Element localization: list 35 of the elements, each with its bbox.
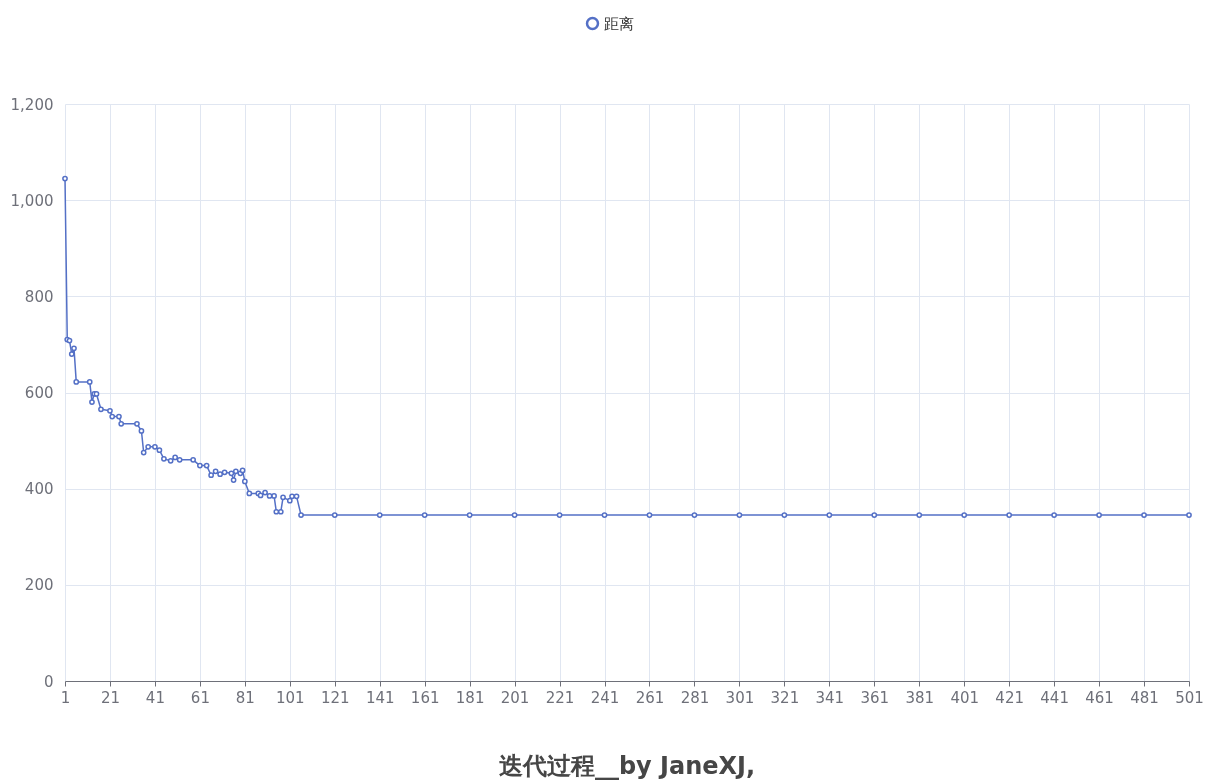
y-tick-label: 600 xyxy=(24,384,54,402)
x-tick-label: 301 xyxy=(725,688,755,707)
text: 迭代过程__by JaneXJ, xyxy=(498,752,756,780)
x-tick-label: 41 xyxy=(145,688,165,707)
y-tick-label: 800 xyxy=(24,287,54,306)
x-tick-label: 401 xyxy=(950,688,980,707)
x-tick-label: 61 xyxy=(190,688,210,707)
x-tick-label: 141 xyxy=(365,688,395,707)
x-tick-label: 481 xyxy=(1130,688,1159,707)
legend-label: 距离 xyxy=(604,14,634,33)
x-tick-label: 421 xyxy=(995,688,1024,707)
y-tick-label: 0 xyxy=(43,672,54,691)
x-tick-label: 341 xyxy=(815,688,845,707)
y-tick-label: 1,000 xyxy=(10,191,54,210)
x-tick-label: 201 xyxy=(500,688,530,707)
x-tick-label: 101 xyxy=(275,688,305,707)
x-tick-label: 501 xyxy=(1175,688,1204,707)
x-tick-label: 441 xyxy=(1040,688,1069,707)
x-tick-label: 321 xyxy=(770,688,800,707)
y-tick-label: 200 xyxy=(24,576,54,595)
x-tick-label: 361 xyxy=(860,688,890,707)
x-tick-label: 121 xyxy=(320,688,350,707)
x-tick-label: 381 xyxy=(905,688,935,707)
x-tick-label: 241 xyxy=(590,688,620,707)
x-tick-label: 261 xyxy=(635,688,665,707)
x-tick-label: 461 xyxy=(1085,688,1114,707)
x-tick-label: 161 xyxy=(410,688,440,707)
y-tick-label: 400 xyxy=(24,480,54,499)
x-tick-label: 181 xyxy=(455,688,485,707)
x-tick-label: 1 xyxy=(60,688,71,707)
x-tick-label: 21 xyxy=(100,688,121,707)
y-tick-label: 1,200 xyxy=(10,95,54,114)
x-tick-label: 221 xyxy=(545,688,575,707)
x-tick-label: 281 xyxy=(680,688,710,707)
x-tick-label: 81 xyxy=(235,688,255,707)
